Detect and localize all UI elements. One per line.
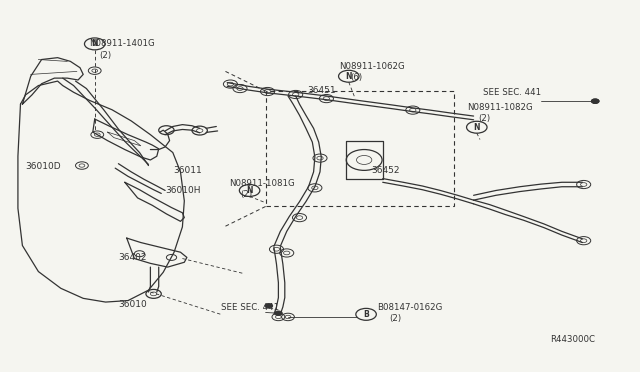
Text: B: B <box>364 310 369 319</box>
Bar <box>266 91 454 206</box>
Text: (6): (6) <box>351 73 363 82</box>
Text: R443000C: R443000C <box>550 335 595 344</box>
Text: N: N <box>246 186 253 195</box>
Text: 36402: 36402 <box>118 253 147 262</box>
Text: 36452: 36452 <box>371 166 400 175</box>
Text: N: N <box>92 39 98 48</box>
Text: N08911-1401G: N08911-1401G <box>90 39 156 48</box>
Text: 36010: 36010 <box>118 300 147 309</box>
Text: N08911-1062G: N08911-1062G <box>339 62 405 71</box>
Circle shape <box>275 311 282 315</box>
Text: (2): (2) <box>479 114 491 123</box>
Text: 36010D: 36010D <box>26 162 61 171</box>
Circle shape <box>591 99 599 103</box>
Text: (2): (2) <box>389 314 401 323</box>
Text: 36010H: 36010H <box>165 186 200 195</box>
Text: (2): (2) <box>240 190 252 199</box>
Text: N: N <box>346 72 352 81</box>
Text: 36451: 36451 <box>307 86 336 95</box>
Circle shape <box>265 304 273 308</box>
Text: (2): (2) <box>99 51 111 60</box>
Text: N: N <box>474 123 480 132</box>
Text: N08911-1081G: N08911-1081G <box>229 179 295 188</box>
Text: N08911-1082G: N08911-1082G <box>467 103 533 112</box>
Text: B08147-0162G: B08147-0162G <box>378 303 443 312</box>
Text: SEE SEC. 441: SEE SEC. 441 <box>221 303 279 312</box>
Circle shape <box>591 99 599 103</box>
Text: SEE SEC. 441: SEE SEC. 441 <box>483 88 541 97</box>
Text: 36011: 36011 <box>173 166 202 175</box>
